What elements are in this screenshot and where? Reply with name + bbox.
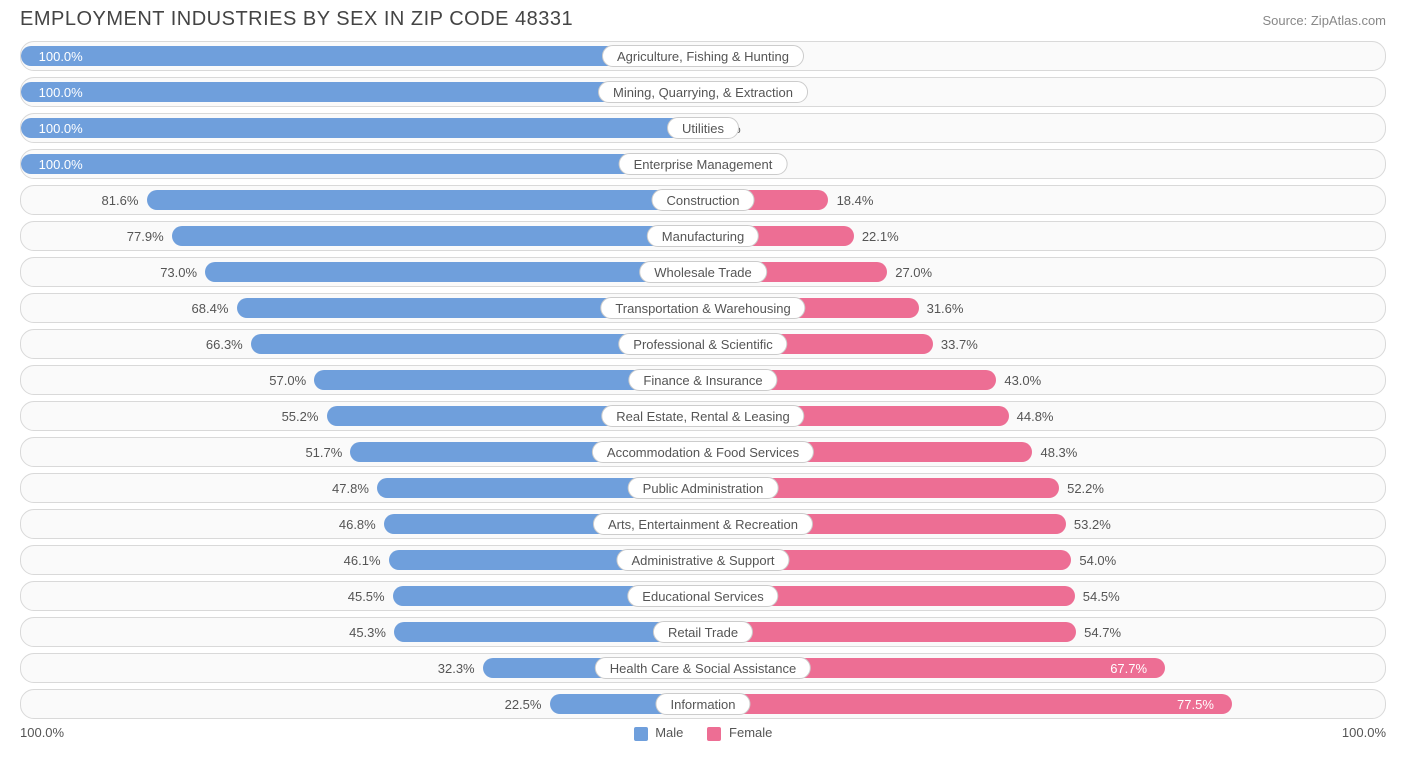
category-label: Finance & Insurance [628,369,777,391]
pct-female: 48.3% [1036,438,1081,466]
category-label: Wholesale Trade [639,261,767,283]
legend-male: Male [634,725,684,741]
chart-row: 45.3% 54.7% Retail Trade [20,617,1386,647]
bar-male [172,226,703,246]
chart-row: 100.0%0.0%Mining, Quarrying, & Extractio… [20,77,1386,107]
pct-female: 33.7% [937,330,982,358]
pct-female: 52.2% [1063,474,1108,502]
chart-row: 100.0%0.0%Enterprise Management [20,149,1386,179]
pct-male: 32.3% [434,654,479,682]
category-label: Professional & Scientific [618,333,787,355]
chart-row: 46.8% 53.2% Arts, Entertainment & Recreati… [20,509,1386,539]
chart-row: 45.5% 54.5% Educational Services [20,581,1386,611]
category-label: Accommodation & Food Services [592,441,814,463]
category-label: Construction [652,189,755,211]
pct-male: 100.0% [35,150,87,178]
swatch-male [634,727,648,741]
pct-male: 22.5% [501,690,546,718]
category-label: Retail Trade [653,621,753,643]
bar-female [703,694,1232,714]
category-label: Information [655,693,750,715]
pct-male: 55.2% [278,402,323,430]
pct-male: 51.7% [301,438,346,466]
pct-male: 66.3% [202,330,247,358]
pct-female: 18.4% [833,186,878,214]
pct-male: 47.8% [328,474,373,502]
legend-female: Female [707,725,772,741]
pct-female: 53.2% [1070,510,1115,538]
pct-female: 54.7% [1080,618,1125,646]
pct-male: 45.3% [345,618,390,646]
chart-header: EMPLOYMENT INDUSTRIES BY SEX IN ZIP CODE… [20,8,1386,31]
category-label: Health Care & Social Assistance [595,657,811,679]
pct-male: 57.0% [265,366,310,394]
pct-male: 81.6% [98,186,143,214]
category-label: Enterprise Management [619,153,788,175]
chart-row: 77.9% 22.1% Manufacturing [20,221,1386,251]
chart-row: 22.5% 77.5% Information [20,689,1386,719]
category-label: Educational Services [627,585,778,607]
axis-left-label: 100.0% [20,725,80,740]
pct-female: 31.6% [923,294,968,322]
bar-male [21,154,703,174]
bar-male [205,262,703,282]
pct-female: 54.5% [1079,582,1124,610]
axis-right-label: 100.0% [1326,725,1386,740]
category-label: Real Estate, Rental & Leasing [601,405,804,427]
pct-female: 44.8% [1013,402,1058,430]
legend-male-label: Male [655,725,683,740]
chart-source: Source: ZipAtlas.com [1262,13,1386,28]
pct-female: 77.5% [1173,690,1218,718]
pct-male: 100.0% [35,42,87,70]
bar-male [147,190,704,210]
chart-row: 46.1% 54.0% Administrative & Support [20,545,1386,575]
bar-female [703,622,1076,642]
pct-female: 22.1% [858,222,903,250]
pct-female: 27.0% [891,258,936,286]
chart-row: 68.4% 31.6% Transportation & Warehousing [20,293,1386,323]
chart-row: 32.3% 67.7% Health Care & Social Assistanc… [20,653,1386,683]
chart-row: 81.6% 18.4% Construction [20,185,1386,215]
category-label: Transportation & Warehousing [600,297,805,319]
chart-row: 57.0% 43.0% Finance & Insurance [20,365,1386,395]
category-label: Agriculture, Fishing & Hunting [602,45,804,67]
chart-row: 66.3% 33.7% Professional & Scientific [20,329,1386,359]
category-label: Public Administration [628,477,779,499]
pct-male: 77.9% [123,222,168,250]
pct-male: 73.0% [156,258,201,286]
pct-female: 67.7% [1106,654,1151,682]
chart-title: EMPLOYMENT INDUSTRIES BY SEX IN ZIP CODE… [20,8,573,31]
pct-male: 100.0% [35,114,87,142]
bar-male [21,46,703,66]
chart-row: 51.7% 48.3% Accommodation & Food Services [20,437,1386,467]
chart-legend: Male Female [80,725,1326,741]
pct-male: 100.0% [35,78,87,106]
chart-row: 55.2% 44.8% Real Estate, Rental & Leasing [20,401,1386,431]
pct-female: 54.0% [1075,546,1120,574]
pct-male: 46.8% [335,510,380,538]
chart-row: 73.0% 27.0% Wholesale Trade [20,257,1386,287]
category-label: Manufacturing [647,225,759,247]
category-label: Mining, Quarrying, & Extraction [598,81,808,103]
legend-female-label: Female [729,725,772,740]
chart-row: 100.0%0.0%Agriculture, Fishing & Hunting [20,41,1386,71]
chart-row: 47.8% 52.2% Public Administration [20,473,1386,503]
chart-row: 100.0%0.0%Utilities [20,113,1386,143]
category-label: Arts, Entertainment & Recreation [593,513,813,535]
chart-axis: 100.0% Male Female 100.0% [20,725,1386,741]
chart-body: 100.0%0.0%Agriculture, Fishing & Hunting… [20,41,1386,719]
swatch-female [707,727,721,741]
pct-male: 46.1% [340,546,385,574]
category-label: Utilities [667,117,739,139]
category-label: Administrative & Support [616,549,789,571]
bar-male [21,118,703,138]
pct-male: 68.4% [188,294,233,322]
pct-male: 45.5% [344,582,389,610]
pct-female: 43.0% [1000,366,1045,394]
